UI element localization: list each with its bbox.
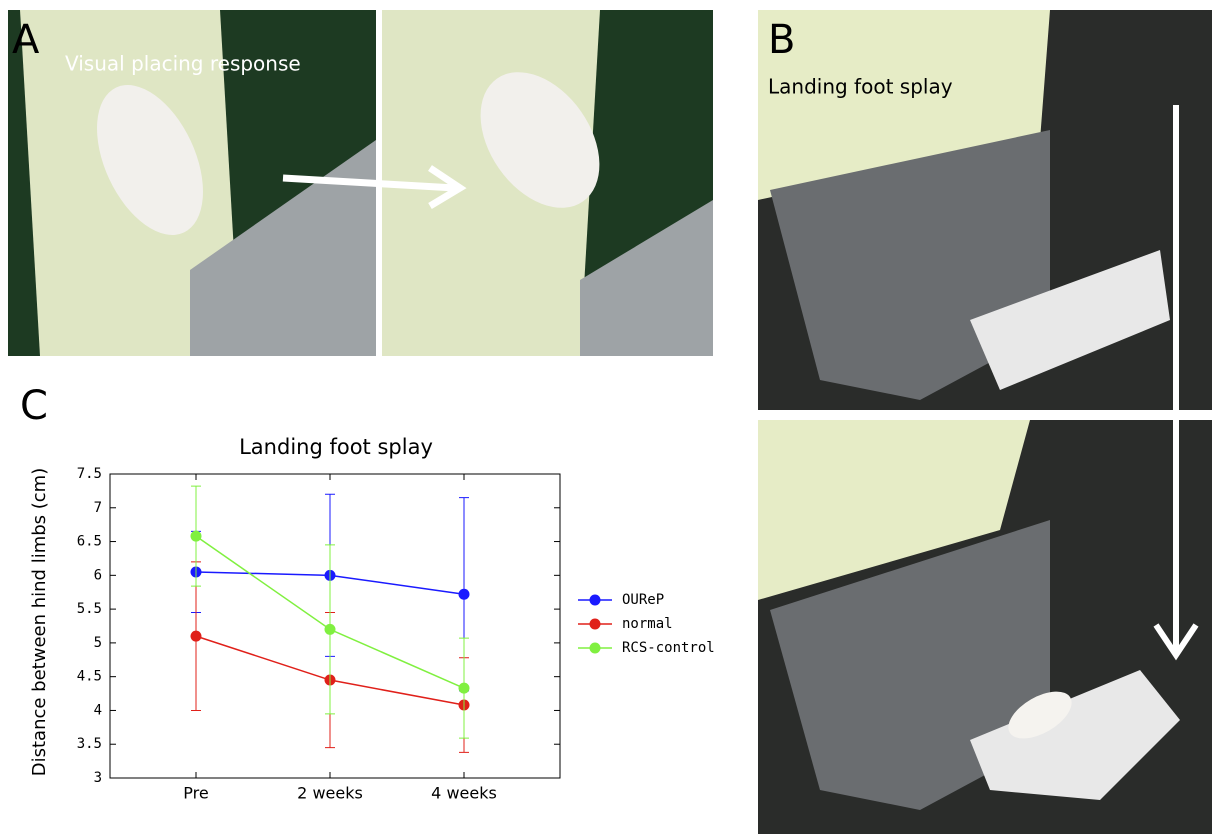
- photo-b-bottom: [758, 420, 1212, 834]
- y-tick-label: 3.5: [77, 736, 102, 752]
- x-tick-label: Pre: [183, 784, 208, 803]
- y-tick-label: 5.5: [77, 601, 102, 617]
- legend-label: normal: [622, 616, 673, 632]
- legend-marker: [590, 619, 601, 630]
- legend-label: RCS-control: [622, 640, 715, 656]
- panel-label: B: [768, 17, 795, 63]
- marker: [191, 631, 202, 642]
- y-tick-label: 4: [94, 702, 102, 718]
- plot-frame: [110, 474, 560, 778]
- y-tick-label: 7: [94, 500, 102, 516]
- figure: A Visual placing response B Landing foot…: [0, 0, 1214, 834]
- y-tick-label: 6: [94, 567, 102, 583]
- legend-label: OUReP: [622, 592, 664, 608]
- legend-marker: [590, 643, 601, 654]
- chart-title: Landing foot splay: [239, 435, 433, 459]
- marker: [325, 624, 336, 635]
- x-tick-label: 4 weeks: [431, 784, 497, 803]
- panel-label: A: [12, 17, 40, 63]
- y-tick-label: 6.5: [77, 534, 102, 550]
- photo-a-right: [382, 10, 713, 356]
- y-tick-label: 7.5: [77, 466, 102, 482]
- panel-label: C: [20, 383, 48, 429]
- y-tick-label: 4.5: [77, 669, 102, 685]
- photo-b-top: [758, 10, 1212, 410]
- marker: [459, 589, 470, 600]
- y-tick-label: 5: [94, 635, 102, 651]
- y-axis-label: Distance between hind limbs (cm): [29, 468, 50, 777]
- caption: Landing foot splay: [768, 75, 953, 99]
- y-tick-label: 3: [94, 770, 102, 786]
- x-tick-label: 2 weeks: [297, 784, 363, 803]
- caption: Visual placing response: [65, 52, 301, 76]
- marker: [191, 531, 202, 542]
- marker: [459, 683, 470, 694]
- legend-marker: [590, 595, 601, 606]
